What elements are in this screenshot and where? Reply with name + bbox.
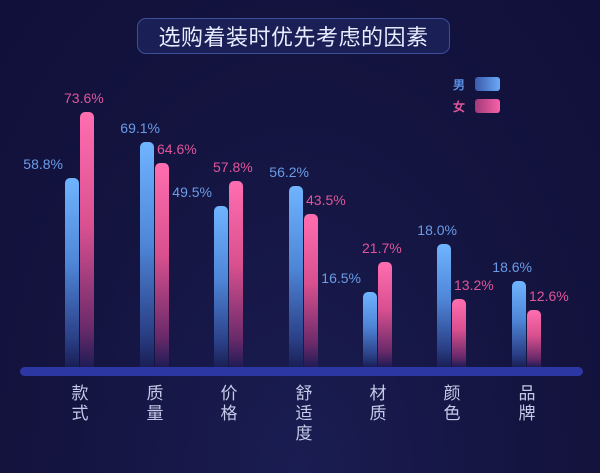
x-axis-label: 价格 bbox=[219, 384, 239, 424]
legend-label-female: 女 bbox=[453, 100, 466, 114]
bar-female bbox=[80, 112, 94, 367]
bar-female bbox=[229, 181, 243, 367]
bar-female bbox=[304, 214, 318, 367]
x-axis-label: 款式 bbox=[70, 384, 90, 424]
x-axis-label-char: 质 bbox=[146, 384, 164, 404]
bar-female bbox=[527, 310, 541, 367]
x-axis-label: 颜色 bbox=[442, 384, 462, 424]
x-axis-label-char: 价 bbox=[220, 384, 238, 404]
data-label-male: 18.0% bbox=[417, 222, 457, 238]
bar-male bbox=[363, 292, 377, 367]
x-axis-label-char: 舒 bbox=[295, 384, 313, 404]
chart-title: 选购着装时优先考虑的因素 bbox=[137, 18, 450, 54]
data-label-male: 56.2% bbox=[269, 164, 309, 180]
x-axis-line bbox=[20, 367, 583, 376]
x-axis-label: 材质 bbox=[368, 384, 388, 424]
data-label-female: 12.6% bbox=[529, 288, 569, 304]
x-axis-label-char: 款 bbox=[71, 384, 89, 404]
bar-female bbox=[452, 299, 466, 367]
bar-female bbox=[155, 163, 169, 367]
data-label-male: 69.1% bbox=[120, 120, 160, 136]
x-axis-label-char: 量 bbox=[146, 404, 164, 424]
x-axis-label: 质量 bbox=[145, 384, 165, 424]
x-axis-label-char: 度 bbox=[295, 424, 313, 444]
data-label-female: 13.2% bbox=[454, 277, 494, 293]
x-axis-label-char: 式 bbox=[71, 404, 89, 424]
bar-male bbox=[437, 244, 451, 367]
legend-swatch-female bbox=[475, 99, 500, 113]
data-label-female: 21.7% bbox=[362, 240, 402, 256]
x-axis-label-char: 格 bbox=[220, 404, 238, 424]
data-label-male: 16.5% bbox=[321, 270, 361, 286]
data-label-female: 73.6% bbox=[64, 90, 104, 106]
x-axis-label-char: 质 bbox=[369, 404, 387, 424]
x-axis-label-char: 色 bbox=[443, 404, 461, 424]
x-axis-label: 品牌 bbox=[517, 384, 537, 424]
bar-male bbox=[140, 142, 154, 367]
data-label-male: 58.8% bbox=[23, 156, 63, 172]
bar-male bbox=[214, 206, 228, 367]
x-axis-label-char: 材 bbox=[369, 384, 387, 404]
data-label-female: 64.6% bbox=[157, 141, 197, 157]
x-axis-label-char: 牌 bbox=[518, 404, 536, 424]
legend-label-male: 男 bbox=[453, 78, 466, 92]
data-label-male: 18.6% bbox=[492, 259, 532, 275]
legend-swatch-male bbox=[475, 77, 500, 91]
bar-male bbox=[512, 281, 526, 367]
x-axis-label: 舒适度 bbox=[294, 384, 314, 444]
data-label-female: 57.8% bbox=[213, 159, 253, 175]
data-label-male: 49.5% bbox=[172, 184, 212, 200]
x-axis-label-char: 颜 bbox=[443, 384, 461, 404]
bar-male bbox=[289, 186, 303, 367]
x-axis-label-char: 适 bbox=[295, 404, 313, 424]
bar-female bbox=[378, 262, 392, 367]
data-label-female: 43.5% bbox=[306, 192, 346, 208]
x-axis-label-char: 品 bbox=[518, 384, 536, 404]
bar-male bbox=[65, 178, 79, 367]
